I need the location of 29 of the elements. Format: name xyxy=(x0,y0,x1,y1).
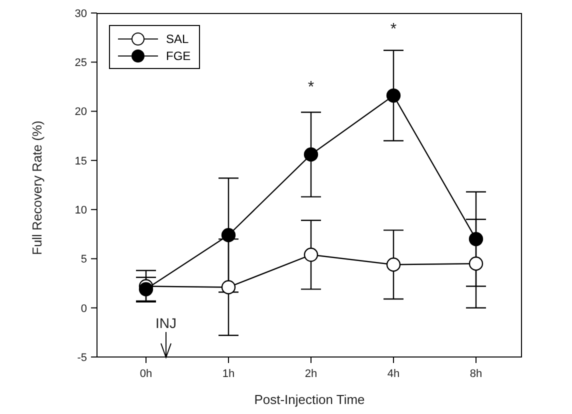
x-tick-label: 8h xyxy=(470,368,482,380)
point xyxy=(468,232,484,246)
y-tick-label: 5 xyxy=(80,254,87,266)
point xyxy=(221,228,236,242)
point xyxy=(221,280,236,294)
x-tick-label: 2h xyxy=(304,368,318,380)
annotation: INJ xyxy=(154,314,178,331)
x-axis-title: Post-Injection Time xyxy=(254,392,365,407)
annotation: * xyxy=(389,20,398,38)
y-tick-label: 0 xyxy=(80,302,87,315)
legend-label: SAL xyxy=(166,32,189,46)
y-tick-label: -5 xyxy=(77,352,87,364)
point xyxy=(304,248,318,262)
point xyxy=(138,282,154,296)
x-tick-label: 0h xyxy=(140,368,152,380)
point xyxy=(468,256,484,271)
legend-label: FGE xyxy=(166,48,191,62)
annotation: * xyxy=(306,78,316,96)
y-tick-label: 25 xyxy=(74,57,87,70)
point xyxy=(386,258,401,272)
y-tick-label: 10 xyxy=(74,204,87,216)
x-tick-label: 1h xyxy=(222,368,235,380)
point xyxy=(304,147,318,162)
point xyxy=(386,88,401,103)
y-tick-label: 15 xyxy=(74,155,87,168)
y-tick-label: 30 xyxy=(74,8,87,20)
x-tick-label: 4h xyxy=(387,368,400,380)
y-axis-title: Full Recovery Rate (%) xyxy=(30,120,45,255)
y-tick-label: 20 xyxy=(74,106,87,118)
